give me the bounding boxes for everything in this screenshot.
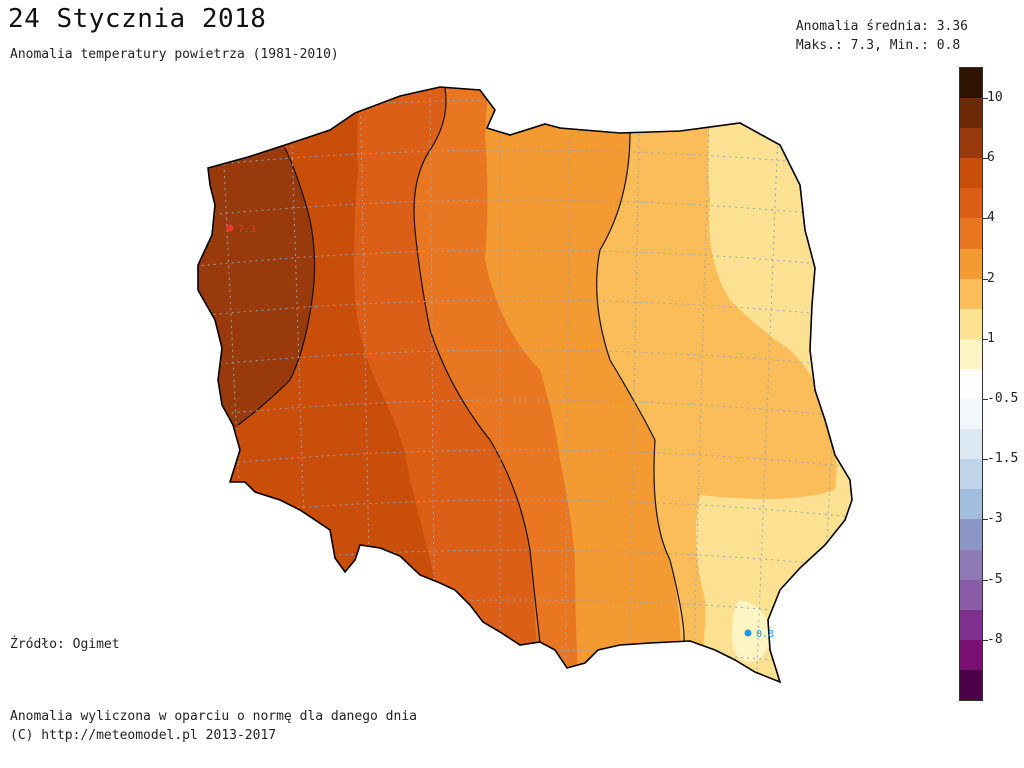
isoline: [596, 131, 685, 642]
map-title: 24 Stycznia 2018: [8, 4, 267, 34]
footer: Anomalia wyliczona w oparciu o normę dla…: [10, 707, 417, 745]
colorbar-tick-mark: [983, 218, 988, 220]
colorbar-tick-mark: [983, 639, 988, 641]
isoline: [237, 147, 316, 426]
colorbar-tick-mark: [983, 519, 988, 521]
anomaly-band-c7: [198, 87, 315, 682]
colorbar-segment: [960, 489, 982, 520]
colorbar-segment: [960, 308, 982, 340]
colorbar-segment: [960, 218, 982, 250]
min-point-label: 0.8: [756, 629, 774, 640]
colorbar-tick-label: 10: [987, 90, 1003, 106]
colorbar-tick-label: 6: [987, 150, 995, 166]
colorbar-tick-label: 1: [987, 330, 995, 346]
colorbar-tick-mark: [983, 399, 988, 401]
footer-note: Anomalia wyliczona w oparciu o normę dla…: [10, 709, 417, 724]
footer-copyright: (C) http://meteomodel.pl 2013-2017: [10, 728, 277, 743]
colorbar-segment: [960, 248, 982, 280]
colorbar-segment: [960, 68, 982, 99]
colorbar-segment: [960, 549, 982, 581]
colorbar-segment: [960, 579, 982, 611]
max-point-label: 7.3: [238, 224, 256, 235]
map-subtitle: Anomalia temperatury powietrza (1981-201…: [10, 47, 339, 62]
colorbar-tick-label: 2: [987, 270, 995, 286]
min-point-dot: [744, 629, 752, 637]
colorbar-tick-label: -1.5: [987, 451, 1019, 467]
colorbar-segment: [960, 609, 982, 641]
colorbar-segment: [960, 158, 982, 189]
max-point-dot: [226, 224, 234, 232]
colorbar-segment: [960, 639, 982, 671]
colorbar-segment: [960, 188, 982, 219]
min-anomaly-marker: 0.8: [744, 629, 774, 640]
colorbar-segment: [960, 519, 982, 551]
colorbar-segment: [960, 368, 982, 400]
colorbar-tick-label: -8: [987, 631, 1003, 647]
colorbar-segment: [960, 459, 982, 490]
colorbar-tick-label: 4: [987, 210, 995, 226]
colorbar-tick-mark: [983, 98, 988, 100]
data-source: Źródło: Ogimet: [10, 637, 120, 652]
max-anomaly-marker: 7.3: [226, 224, 256, 235]
colorbar-segment: [960, 338, 982, 370]
colorbar-segment: [960, 669, 982, 701]
colorbar-tick-mark: [983, 278, 988, 280]
colorbar-tick-mark: [983, 158, 988, 160]
colorbar-tick-label: -3: [987, 511, 1003, 527]
colorbar-tick-mark: [983, 338, 988, 340]
colorbar-segment: [960, 128, 982, 159]
colorbar-tick-mark: [983, 459, 988, 461]
isoline: [413, 87, 541, 643]
isolines: [237, 87, 685, 643]
colorbar-segment: [960, 278, 982, 310]
stat-max-min: Maks.: 7.3, Min.: 0.8: [795, 38, 961, 53]
colorbar-segment: [960, 98, 982, 129]
colorbar-segment: [960, 399, 982, 430]
colorbar-legend: [959, 67, 983, 701]
anomaly-bands: [198, 87, 852, 682]
stat-mean-anomaly: Anomalia średnia: 3.36: [795, 19, 968, 34]
colorbar-tick-label: -5: [987, 571, 1003, 587]
colorbar-tick-label: -0.5: [987, 391, 1019, 407]
colorbar-segment: [960, 429, 982, 460]
colorbar-tick-mark: [983, 579, 988, 581]
stats-box: Anomalia średnia: 3.36 Maks.: 7.3, Min.:…: [796, 17, 968, 55]
